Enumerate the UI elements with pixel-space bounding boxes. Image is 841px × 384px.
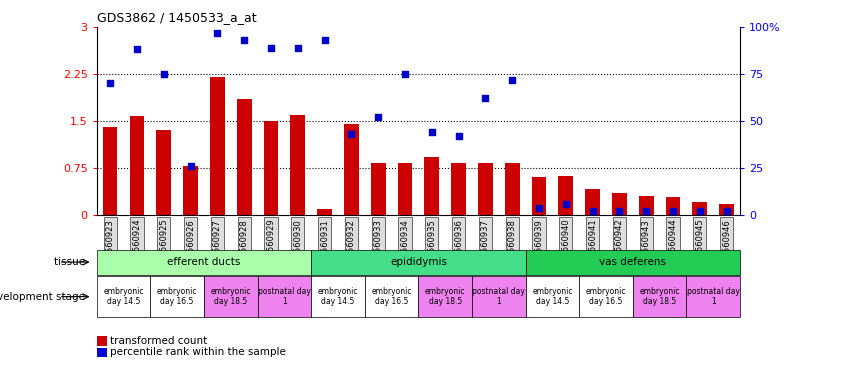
Text: GSM560933: GSM560933: [373, 219, 383, 270]
Bar: [425, 157, 439, 215]
Text: embryonic
day 18.5: embryonic day 18.5: [210, 287, 251, 306]
Text: vas deferens: vas deferens: [600, 257, 666, 267]
Text: embryonic
day 14.5: embryonic day 14.5: [318, 287, 358, 306]
Point: [291, 45, 304, 51]
Point: [345, 131, 358, 137]
Point: [693, 208, 706, 214]
Point: [425, 129, 438, 135]
Bar: [183, 166, 198, 215]
Text: embryonic
day 16.5: embryonic day 16.5: [586, 287, 627, 306]
Text: GSM560945: GSM560945: [696, 219, 705, 270]
Bar: [585, 189, 600, 215]
Point: [720, 208, 733, 214]
Text: GSM560946: GSM560946: [722, 219, 731, 270]
Text: GSM560944: GSM560944: [669, 219, 678, 270]
Bar: [344, 124, 359, 215]
Bar: [639, 196, 653, 215]
Bar: [156, 131, 171, 215]
Point: [505, 76, 519, 83]
Point: [532, 204, 546, 210]
Text: embryonic
day 18.5: embryonic day 18.5: [639, 287, 680, 306]
Text: GSM560934: GSM560934: [400, 219, 410, 270]
Point: [210, 30, 224, 36]
Text: GSM560926: GSM560926: [186, 219, 195, 270]
Text: GDS3862 / 1450533_a_at: GDS3862 / 1450533_a_at: [97, 11, 257, 24]
Text: GSM560943: GSM560943: [642, 219, 651, 270]
Text: GSM560930: GSM560930: [294, 219, 302, 270]
Point: [666, 208, 680, 214]
Bar: [666, 197, 680, 215]
Point: [399, 71, 412, 77]
Text: efferent ducts: efferent ducts: [167, 257, 241, 267]
Text: embryonic
day 16.5: embryonic day 16.5: [157, 287, 198, 306]
Bar: [398, 163, 412, 215]
Point: [130, 46, 144, 53]
Text: GSM560935: GSM560935: [427, 219, 436, 270]
Text: GSM560928: GSM560928: [240, 219, 249, 270]
Text: GSM560932: GSM560932: [346, 219, 356, 270]
Text: GSM560936: GSM560936: [454, 219, 463, 270]
Point: [559, 201, 573, 207]
Text: GSM560931: GSM560931: [320, 219, 329, 270]
Point: [157, 71, 171, 77]
Point: [613, 208, 627, 214]
Text: GSM560923: GSM560923: [106, 219, 114, 270]
Text: embryonic
day 14.5: embryonic day 14.5: [532, 287, 573, 306]
Bar: [130, 116, 145, 215]
Text: transformed count: transformed count: [110, 336, 208, 346]
Bar: [505, 163, 520, 215]
Text: embryonic
day 16.5: embryonic day 16.5: [372, 287, 412, 306]
Bar: [719, 204, 734, 215]
Bar: [210, 77, 225, 215]
Text: GSM560929: GSM560929: [267, 219, 276, 270]
Bar: [103, 127, 118, 215]
Text: development stage: development stage: [0, 291, 88, 302]
Text: epididymis: epididymis: [390, 257, 447, 267]
Bar: [263, 121, 278, 215]
Text: postnatal day
1: postnatal day 1: [473, 287, 526, 306]
Point: [103, 80, 117, 86]
Point: [318, 37, 331, 43]
Point: [237, 37, 251, 43]
Point: [372, 114, 385, 120]
Text: GSM560940: GSM560940: [561, 219, 570, 270]
Point: [264, 45, 278, 51]
Text: GSM560937: GSM560937: [481, 219, 490, 270]
Text: postnatal day
1: postnatal day 1: [258, 287, 311, 306]
Text: embryonic
day 14.5: embryonic day 14.5: [103, 287, 144, 306]
Bar: [237, 99, 251, 215]
Text: percentile rank within the sample: percentile rank within the sample: [110, 347, 286, 357]
Text: GSM560924: GSM560924: [132, 219, 141, 270]
Bar: [532, 177, 547, 215]
Point: [452, 133, 465, 139]
Point: [639, 208, 653, 214]
Text: GSM560939: GSM560939: [535, 219, 543, 270]
Bar: [478, 163, 493, 215]
Text: GSM560938: GSM560938: [508, 219, 516, 270]
Bar: [612, 193, 627, 215]
Text: GSM560927: GSM560927: [213, 219, 222, 270]
Text: GSM560925: GSM560925: [159, 219, 168, 270]
Text: postnatal day
1: postnatal day 1: [687, 287, 740, 306]
Point: [586, 208, 600, 214]
Text: GSM560941: GSM560941: [588, 219, 597, 270]
Text: tissue: tissue: [54, 257, 88, 267]
Bar: [692, 202, 707, 215]
Bar: [558, 175, 574, 215]
Point: [479, 95, 492, 101]
Point: [184, 163, 198, 169]
Bar: [290, 115, 305, 215]
Bar: [371, 163, 385, 215]
Text: embryonic
day 18.5: embryonic day 18.5: [425, 287, 465, 306]
Bar: [317, 209, 332, 215]
Text: GSM560942: GSM560942: [615, 219, 624, 270]
Bar: [452, 163, 466, 215]
